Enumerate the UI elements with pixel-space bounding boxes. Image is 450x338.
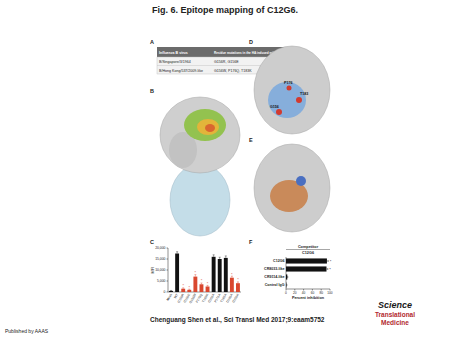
bar — [193, 277, 197, 292]
error-bar — [225, 256, 227, 258]
table-cell: G156R, G156E — [214, 60, 239, 64]
y-tick — [167, 292, 169, 293]
background — [0, 0, 450, 338]
structure-stalk — [170, 164, 230, 236]
epitope-core — [197, 119, 219, 135]
bar — [286, 266, 326, 271]
structure-surface — [254, 46, 330, 134]
bars — [169, 252, 240, 292]
bar — [187, 290, 191, 292]
bars — [286, 258, 328, 287]
residue — [276, 109, 282, 115]
x-tick-label: 20 — [293, 291, 297, 295]
y-tick-label: Control IgG — [265, 283, 285, 287]
citation: Chenguang Shen et al., Sci Transl Med 20… — [150, 316, 325, 324]
bar — [286, 282, 287, 287]
bar — [206, 287, 210, 293]
table-cell: B/Singapore/3/1964 — [159, 60, 191, 64]
significance: * — [329, 267, 331, 272]
bar — [218, 259, 222, 292]
significance: * — [231, 272, 233, 277]
epitope-spot — [296, 176, 306, 186]
title-rule — [286, 249, 330, 250]
panel-label: F — [249, 239, 253, 245]
x-tick-label: 40 — [302, 291, 306, 295]
x-tick-label: 60 — [311, 291, 315, 295]
y-axis-label: MFI — [150, 267, 155, 274]
bar — [236, 283, 240, 292]
y-tick-label: CR8033-like — [264, 267, 284, 271]
table-header: Influenza B virus — [159, 51, 188, 55]
x-tick-label: Mock — [166, 293, 173, 302]
error-bar — [287, 276, 288, 278]
error-bar — [213, 255, 215, 257]
x-axis — [286, 289, 330, 290]
bar — [230, 278, 234, 292]
journal-logo: Translational — [375, 311, 415, 318]
table-cell: G156W, P176Q, T183K — [214, 69, 252, 73]
panel-label: D — [249, 39, 253, 45]
significance: * — [195, 270, 197, 275]
significance: * — [182, 283, 184, 288]
panel-label: A — [150, 39, 154, 45]
chart-title: Competitor — [298, 245, 319, 249]
y-tick-label: 20,000 — [155, 246, 165, 250]
residue — [296, 97, 302, 103]
error-bar — [176, 252, 178, 254]
y-tick-label: 0 — [164, 290, 166, 294]
y-tick-label: 10,000 — [155, 268, 165, 272]
figure: Fig. 6. Epitope mapping of C12G6. A B C D E F I… — [0, 0, 450, 338]
y-axis — [168, 248, 169, 292]
bar — [224, 258, 228, 292]
error-bar — [170, 290, 172, 291]
publisher: Published by AAAS — [5, 328, 49, 334]
x-tick-label: 0 — [285, 291, 287, 295]
error-bar — [326, 268, 327, 270]
x-tick-label: G156K — [231, 292, 240, 303]
error-bar — [286, 284, 287, 286]
bar — [175, 254, 179, 293]
bar — [169, 291, 173, 292]
bar — [286, 258, 327, 263]
significance: * — [330, 259, 332, 264]
figure-title: Fig. 6. Epitope mapping of C12G6. — [152, 5, 298, 15]
y-tick — [167, 248, 169, 249]
residue — [287, 86, 292, 91]
residue-label: G156 — [270, 105, 279, 109]
panel-label: C — [150, 239, 154, 245]
y-tick-label: C12G6 — [273, 259, 284, 263]
panel-label: B — [150, 88, 154, 94]
y-tick-label: 15,000 — [155, 257, 165, 261]
y-tick — [167, 259, 169, 260]
epitope-patch — [184, 109, 226, 141]
structure-surface — [254, 144, 330, 232]
y-tick-label: CR9114-like — [264, 275, 284, 279]
x-tick-label: 100 — [327, 291, 333, 295]
residue-label: T183 — [300, 92, 308, 96]
epitope-center — [205, 124, 215, 132]
panel-label: E — [249, 137, 253, 143]
y-tick — [167, 281, 169, 282]
y-tick-label: 5,000 — [157, 279, 166, 283]
significance: * — [237, 277, 239, 282]
error-bar — [219, 257, 221, 259]
epitope-patch — [268, 82, 306, 118]
residue-label: P176 — [284, 81, 292, 85]
x-tick-label: 80 — [319, 291, 323, 295]
structure-head — [160, 97, 240, 173]
error-bar — [327, 260, 328, 262]
significance: * — [189, 285, 191, 290]
journal-logo: Science — [378, 300, 412, 310]
x-axis-label: Percent inhibition — [292, 296, 325, 300]
significance: * — [207, 281, 209, 286]
journal-logo: Medicine — [381, 319, 409, 326]
y-tick — [167, 270, 169, 271]
bar — [212, 257, 216, 292]
bar — [200, 284, 204, 292]
chart-subtitle: C12G6 — [302, 251, 314, 255]
bar — [181, 289, 185, 292]
table-cell: B/Hong Kong/537/2009-like — [159, 69, 203, 73]
significance: * — [201, 278, 203, 283]
bar — [286, 274, 287, 279]
